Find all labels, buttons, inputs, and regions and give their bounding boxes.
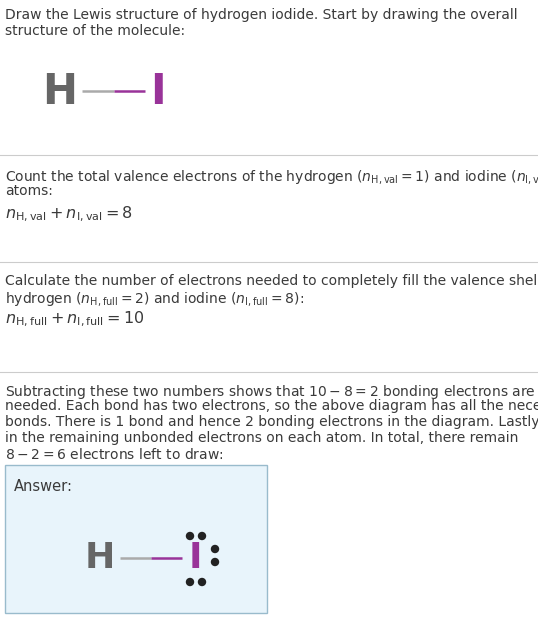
Text: $n_{\mathrm{H,val}} + n_{\mathrm{I,val}} = 8$: $n_{\mathrm{H,val}} + n_{\mathrm{I,val}}… [5,205,133,224]
Text: atoms:: atoms: [5,184,53,198]
Circle shape [187,578,194,585]
Text: H: H [85,541,115,575]
Circle shape [199,533,206,540]
Text: Draw the Lewis structure of hydrogen iodide. Start by drawing the overall: Draw the Lewis structure of hydrogen iod… [5,8,518,22]
Text: Subtracting these two numbers shows that $10 - 8 = 2$ bonding electrons are: Subtracting these two numbers shows that… [5,383,536,401]
Circle shape [211,546,218,552]
Circle shape [187,533,194,540]
Text: $n_{\mathrm{H,full}} + n_{\mathrm{I,full}} = 10$: $n_{\mathrm{H,full}} + n_{\mathrm{I,full… [5,310,144,329]
Text: in the remaining unbonded electrons on each atom. In total, there remain: in the remaining unbonded electrons on e… [5,431,519,445]
Text: I: I [188,541,202,575]
Text: needed. Each bond has two electrons, so the above diagram has all the necessary: needed. Each bond has two electrons, so … [5,399,538,413]
Text: Answer:: Answer: [14,479,73,494]
Text: H: H [43,71,77,113]
Text: hydrogen ($n_{\mathrm{H,full}} = 2$) and iodine ($n_{\mathrm{I,full}} = 8$):: hydrogen ($n_{\mathrm{H,full}} = 2$) and… [5,290,304,308]
Text: bonds. There is 1 bond and hence 2 bonding electrons in the diagram. Lastly, fil: bonds. There is 1 bond and hence 2 bondi… [5,415,538,429]
Text: $8 - 2 = 6$ electrons left to draw:: $8 - 2 = 6$ electrons left to draw: [5,447,223,462]
Text: I: I [150,71,166,113]
FancyBboxPatch shape [5,465,267,613]
Text: structure of the molecule:: structure of the molecule: [5,24,185,38]
Text: Count the total valence electrons of the hydrogen ($n_{\mathrm{H,val}} = 1$) and: Count the total valence electrons of the… [5,168,538,186]
Text: Calculate the number of electrons needed to completely fill the valence shells f: Calculate the number of electrons needed… [5,274,538,288]
Circle shape [211,559,218,565]
Circle shape [199,578,206,585]
